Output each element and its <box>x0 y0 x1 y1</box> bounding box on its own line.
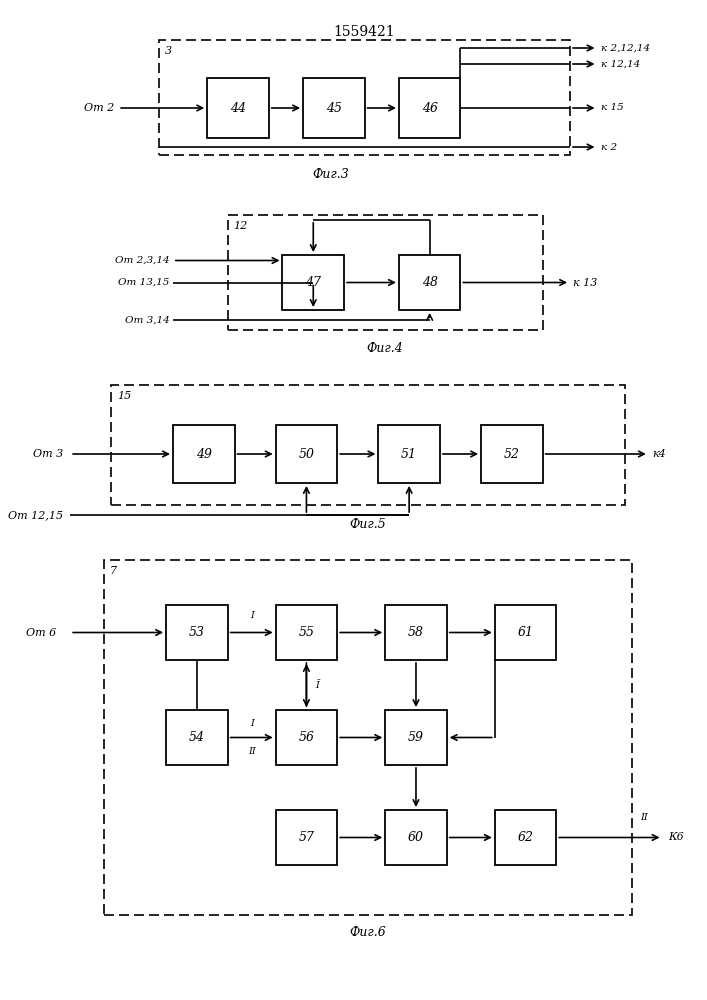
Text: Фиг.6: Фиг.6 <box>350 926 387 940</box>
Bar <box>276 710 337 765</box>
Text: 12: 12 <box>233 221 247 231</box>
Bar <box>481 425 543 483</box>
Bar <box>111 385 625 505</box>
Text: 51: 51 <box>401 448 417 460</box>
Text: 50: 50 <box>298 448 315 460</box>
Text: 62: 62 <box>518 831 534 844</box>
Bar <box>378 425 440 483</box>
Text: 52: 52 <box>504 448 520 460</box>
Bar <box>283 255 344 310</box>
Text: Фиг.3: Фиг.3 <box>312 168 349 182</box>
Text: 59: 59 <box>408 731 424 744</box>
Text: 1559421: 1559421 <box>334 25 395 39</box>
Text: 44: 44 <box>230 102 246 114</box>
Bar <box>166 710 228 765</box>
Text: к 12,14: к 12,14 <box>601 60 640 68</box>
Text: к 13: к 13 <box>573 278 598 288</box>
Text: 45: 45 <box>326 102 341 114</box>
Text: 60: 60 <box>408 831 424 844</box>
Text: От 12,15: От 12,15 <box>8 510 64 520</box>
Bar <box>495 605 556 660</box>
Text: 49: 49 <box>196 448 211 460</box>
Text: От 2,3,14: От 2,3,14 <box>115 256 170 265</box>
Text: Фиг.4: Фиг.4 <box>367 342 404 355</box>
Text: 55: 55 <box>298 626 315 639</box>
Text: 57: 57 <box>298 831 315 844</box>
Text: 56: 56 <box>298 731 315 744</box>
Text: 61: 61 <box>518 626 534 639</box>
Text: 15: 15 <box>117 391 131 401</box>
Text: Фиг.5: Фиг.5 <box>350 518 387 532</box>
Text: От 13,15: От 13,15 <box>118 278 170 287</box>
Text: 48: 48 <box>421 276 438 289</box>
Text: От 3,14: От 3,14 <box>124 316 170 324</box>
Text: От 6: От 6 <box>26 628 57 638</box>
Text: к 2,12,14: к 2,12,14 <box>601 43 650 52</box>
Text: 7: 7 <box>110 566 117 576</box>
Bar <box>495 810 556 865</box>
Text: 54: 54 <box>189 731 205 744</box>
Bar <box>173 425 235 483</box>
Bar <box>228 215 543 330</box>
Bar <box>207 78 269 138</box>
Bar <box>166 605 228 660</box>
Text: 3: 3 <box>165 46 172 56</box>
Text: К6: К6 <box>668 832 684 842</box>
Text: 47: 47 <box>305 276 321 289</box>
Bar <box>303 78 365 138</box>
Text: 46: 46 <box>421 102 438 114</box>
Text: 53: 53 <box>189 626 205 639</box>
Text: 58: 58 <box>408 626 424 639</box>
Text: к 15: к 15 <box>601 104 624 112</box>
Bar <box>276 425 337 483</box>
Text: I: I <box>250 611 254 620</box>
Bar <box>399 78 460 138</box>
Bar <box>385 605 447 660</box>
Text: к4: к4 <box>653 449 666 459</box>
Text: I: I <box>250 718 254 728</box>
Bar <box>385 710 447 765</box>
Text: II: II <box>247 748 255 756</box>
Text: к 2: к 2 <box>601 142 617 151</box>
Text: От 3: От 3 <box>33 449 64 459</box>
Text: Ī: Ī <box>315 680 319 690</box>
Text: От 2: От 2 <box>84 103 115 113</box>
Bar <box>105 560 631 915</box>
Text: II: II <box>641 814 648 822</box>
Bar <box>399 255 460 310</box>
Bar <box>159 40 570 155</box>
Bar <box>385 810 447 865</box>
Bar <box>276 810 337 865</box>
Bar <box>276 605 337 660</box>
